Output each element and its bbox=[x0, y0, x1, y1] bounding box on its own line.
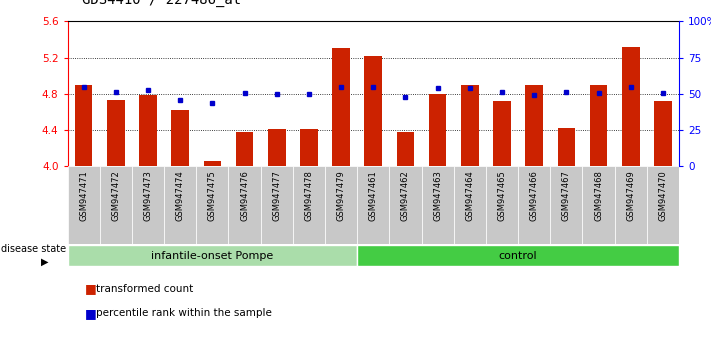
FancyBboxPatch shape bbox=[100, 166, 132, 244]
Text: GSM947474: GSM947474 bbox=[176, 170, 185, 221]
Bar bbox=[171, 110, 189, 166]
FancyBboxPatch shape bbox=[486, 166, 518, 244]
Text: GDS4410 / 227486_at: GDS4410 / 227486_at bbox=[82, 0, 241, 7]
FancyBboxPatch shape bbox=[68, 245, 357, 266]
Text: GSM947478: GSM947478 bbox=[304, 170, 314, 221]
Bar bbox=[332, 48, 350, 166]
Text: ■: ■ bbox=[85, 307, 97, 320]
FancyBboxPatch shape bbox=[422, 166, 454, 244]
Bar bbox=[300, 129, 318, 166]
Text: GSM947463: GSM947463 bbox=[433, 170, 442, 221]
Bar bbox=[622, 47, 640, 166]
Text: disease state: disease state bbox=[1, 244, 67, 254]
Text: ■: ■ bbox=[85, 282, 97, 295]
FancyBboxPatch shape bbox=[454, 166, 486, 244]
Bar bbox=[397, 132, 415, 166]
FancyBboxPatch shape bbox=[357, 245, 679, 266]
Bar bbox=[139, 95, 157, 166]
FancyBboxPatch shape bbox=[614, 166, 647, 244]
Bar bbox=[429, 94, 447, 166]
Bar bbox=[75, 85, 92, 166]
FancyBboxPatch shape bbox=[132, 166, 164, 244]
Bar bbox=[203, 161, 221, 166]
FancyBboxPatch shape bbox=[325, 166, 357, 244]
Text: infantile-onset Pompe: infantile-onset Pompe bbox=[151, 251, 274, 261]
Text: GSM947462: GSM947462 bbox=[401, 170, 410, 221]
Bar bbox=[589, 85, 607, 166]
Bar bbox=[654, 101, 672, 166]
FancyBboxPatch shape bbox=[164, 166, 196, 244]
FancyBboxPatch shape bbox=[261, 166, 293, 244]
Bar bbox=[525, 85, 543, 166]
FancyBboxPatch shape bbox=[390, 166, 422, 244]
FancyBboxPatch shape bbox=[196, 166, 228, 244]
Text: GSM947472: GSM947472 bbox=[112, 170, 120, 221]
Bar bbox=[268, 129, 286, 166]
Text: GSM947470: GSM947470 bbox=[658, 170, 668, 221]
Text: transformed count: transformed count bbox=[96, 284, 193, 293]
Text: GSM947464: GSM947464 bbox=[465, 170, 474, 221]
Text: GSM947476: GSM947476 bbox=[240, 170, 249, 221]
Bar bbox=[461, 85, 479, 166]
Text: GSM947477: GSM947477 bbox=[272, 170, 282, 221]
Text: GSM947467: GSM947467 bbox=[562, 170, 571, 221]
Text: percentile rank within the sample: percentile rank within the sample bbox=[96, 308, 272, 318]
Text: GSM947466: GSM947466 bbox=[530, 170, 539, 221]
Text: GSM947471: GSM947471 bbox=[79, 170, 88, 221]
FancyBboxPatch shape bbox=[357, 166, 390, 244]
FancyBboxPatch shape bbox=[518, 166, 550, 244]
Text: GSM947468: GSM947468 bbox=[594, 170, 603, 221]
Text: ▶: ▶ bbox=[41, 257, 48, 267]
Bar bbox=[107, 100, 124, 166]
Bar bbox=[557, 128, 575, 166]
FancyBboxPatch shape bbox=[647, 166, 679, 244]
FancyBboxPatch shape bbox=[293, 166, 325, 244]
FancyBboxPatch shape bbox=[582, 166, 614, 244]
Bar bbox=[493, 101, 510, 166]
Text: GSM947465: GSM947465 bbox=[498, 170, 506, 221]
FancyBboxPatch shape bbox=[228, 166, 261, 244]
Text: GSM947469: GSM947469 bbox=[626, 170, 635, 221]
Text: GSM947475: GSM947475 bbox=[208, 170, 217, 221]
Bar bbox=[365, 56, 382, 166]
Text: control: control bbox=[499, 251, 538, 261]
Text: GSM947461: GSM947461 bbox=[369, 170, 378, 221]
FancyBboxPatch shape bbox=[550, 166, 582, 244]
Text: GSM947473: GSM947473 bbox=[144, 170, 152, 221]
FancyBboxPatch shape bbox=[68, 166, 100, 244]
Bar bbox=[235, 132, 253, 166]
Text: GSM947479: GSM947479 bbox=[336, 170, 346, 221]
